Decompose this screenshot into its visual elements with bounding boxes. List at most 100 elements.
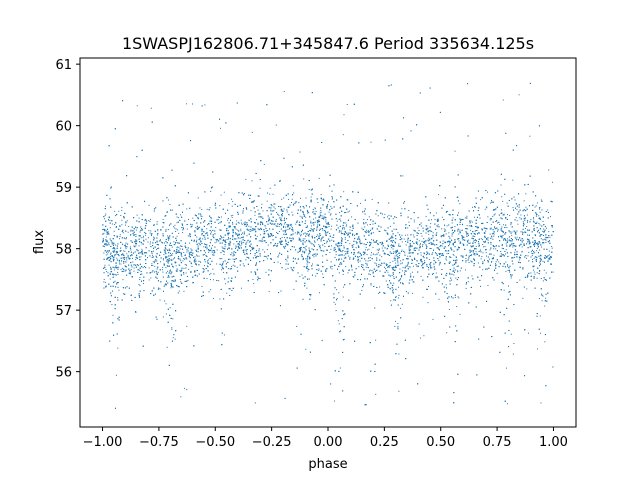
data-point (318, 244, 320, 246)
data-point (175, 231, 177, 232)
data-point (480, 258, 482, 260)
data-point (455, 269, 457, 271)
data-point (287, 225, 289, 227)
data-point (339, 218, 341, 220)
data-point (381, 247, 383, 249)
data-point (465, 287, 467, 289)
data-point (506, 202, 508, 204)
data-point (545, 297, 547, 299)
data-point (114, 224, 116, 226)
data-point (370, 254, 372, 256)
data-point (477, 262, 479, 264)
data-point (319, 245, 321, 247)
data-point (162, 258, 164, 260)
data-point (500, 251, 502, 253)
data-point (446, 259, 448, 261)
data-point (305, 216, 307, 218)
data-point (317, 202, 319, 204)
data-point (124, 245, 126, 247)
data-point (192, 217, 194, 219)
data-point (505, 253, 507, 255)
data-point (310, 242, 312, 244)
data-point (308, 239, 310, 241)
data-point (422, 296, 424, 298)
data-point (190, 254, 192, 256)
data-point (103, 232, 105, 234)
data-point (330, 248, 332, 250)
data-point (524, 220, 526, 222)
data-point (541, 300, 543, 302)
data-point (437, 220, 439, 222)
data-point (110, 253, 112, 255)
data-point (226, 227, 228, 229)
data-point (407, 255, 409, 257)
data-point (474, 206, 476, 208)
data-point (171, 209, 173, 211)
data-point (493, 254, 495, 256)
data-point (540, 278, 542, 279)
data-point (429, 262, 431, 264)
data-point (512, 207, 514, 209)
data-point (377, 252, 379, 254)
data-point (112, 260, 114, 262)
data-point (116, 235, 118, 237)
data-point (252, 279, 254, 281)
scatter-points (102, 82, 554, 409)
data-point (407, 263, 409, 265)
data-point (291, 198, 293, 200)
data-point (536, 202, 538, 204)
data-point (446, 253, 448, 255)
data-point (267, 258, 269, 260)
data-point (481, 256, 483, 258)
data-point (420, 254, 422, 256)
data-point (178, 217, 180, 219)
data-point (526, 214, 528, 216)
data-point (240, 237, 242, 239)
data-point (156, 260, 158, 262)
data-point (180, 271, 182, 273)
data-point (104, 246, 106, 248)
data-point (217, 219, 219, 221)
data-point (359, 242, 361, 244)
data-point (338, 323, 340, 325)
data-point (448, 262, 450, 264)
data-point (446, 332, 448, 334)
data-point (404, 200, 406, 202)
data-point (259, 228, 261, 230)
data-point (180, 214, 182, 216)
data-point (148, 204, 150, 206)
data-point (346, 224, 348, 226)
data-point (105, 236, 107, 238)
data-point (334, 303, 336, 305)
data-point (372, 232, 374, 234)
data-point (443, 228, 445, 230)
data-point (287, 228, 289, 230)
data-point (393, 276, 395, 278)
data-point (215, 227, 217, 229)
data-point (141, 273, 143, 275)
data-point (476, 222, 478, 224)
data-point (515, 237, 517, 239)
data-point (436, 232, 438, 234)
data-point (298, 224, 300, 226)
data-point (263, 163, 265, 165)
data-point (538, 270, 540, 272)
data-point (346, 103, 348, 105)
data-point (365, 246, 367, 248)
data-point (220, 127, 221, 129)
chart-title: 1SWASPJ162806.71+345847.6 Period 335634.… (122, 34, 534, 53)
data-point (231, 221, 233, 223)
data-point (441, 216, 443, 218)
data-point (474, 254, 476, 256)
data-point (135, 233, 137, 235)
data-point (391, 244, 393, 246)
data-point (366, 264, 368, 266)
data-point (393, 282, 395, 284)
data-point (126, 253, 128, 255)
data-point (268, 290, 270, 292)
data-point (106, 240, 108, 242)
data-point (489, 202, 491, 204)
data-point (207, 224, 209, 226)
data-point (412, 234, 414, 236)
data-point (310, 295, 312, 297)
